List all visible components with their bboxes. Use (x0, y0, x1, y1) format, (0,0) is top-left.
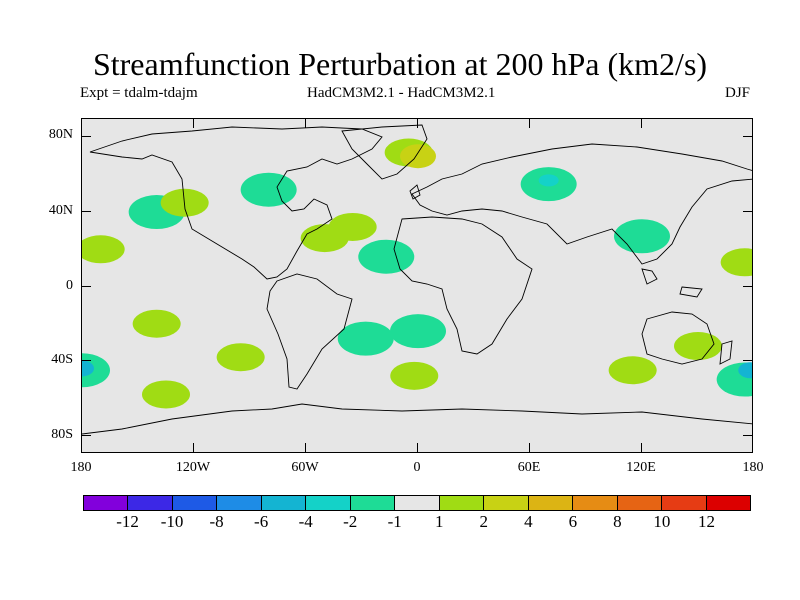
model-label: HadCM3M2.1 - HadCM3M2.1 (307, 85, 496, 101)
colorbar-label: -4 (298, 512, 313, 531)
colorbar-swatch (662, 496, 707, 510)
lon-tick (305, 443, 306, 453)
coastline-australia (641, 311, 715, 365)
world-map (81, 118, 753, 453)
colorbar-label: 8 (613, 512, 622, 531)
lon-tick (193, 443, 194, 453)
lon-label-120e: 120E (626, 460, 656, 475)
anomaly-blob (216, 343, 265, 372)
colorbar-label: -2 (343, 512, 358, 531)
colorbar-label: -10 (160, 512, 184, 531)
lat-tick (81, 435, 91, 436)
anomaly-blob (390, 361, 439, 390)
lat-tick (743, 136, 753, 137)
colorbar-label: 12 (697, 512, 715, 531)
colorbar-label: 10 (653, 512, 671, 531)
lat-tick (81, 360, 91, 361)
coastlines (82, 124, 752, 435)
lat-tick (81, 136, 91, 137)
colorbar-swatch (395, 496, 440, 510)
colorbar-swatch (484, 496, 529, 510)
lat-tick (743, 360, 753, 361)
anomaly-blob (82, 353, 110, 388)
lon-label-120w: 120W (175, 460, 211, 475)
lat-tick (81, 211, 91, 212)
anomaly-layer (82, 138, 752, 409)
coastline-islands (409, 184, 733, 365)
lon-tick (641, 118, 642, 128)
lat-tick (743, 286, 753, 287)
experiment-label: Expt = tdalm-tdajm (80, 85, 198, 101)
colorbar-swatch (706, 496, 751, 510)
anomaly-blob (82, 235, 125, 264)
coastline-south-america (266, 273, 353, 390)
lon-tick (305, 118, 306, 128)
lat-tick (743, 435, 753, 436)
coastline-north-america (89, 126, 383, 280)
coastline-eurasia (411, 143, 752, 265)
anomaly-blob (328, 212, 377, 241)
colorbar-label: 1 (435, 512, 444, 531)
anomaly-blob (400, 144, 436, 169)
anomaly-blob (240, 172, 297, 207)
lon-label-180e: 180 (742, 460, 764, 475)
colorbar-label: 2 (479, 512, 489, 531)
anomaly-blob (614, 219, 670, 254)
colorbar-swatch (573, 496, 618, 510)
colorbar-label: 4 (524, 512, 533, 531)
colorbar-swatch (128, 496, 173, 510)
anomaly-blob (538, 174, 559, 187)
colorbar-label: -6 (254, 512, 269, 531)
lat-label-40n: 40N (48, 203, 73, 218)
lon-tick (641, 443, 642, 453)
colorbar-swatch (261, 496, 307, 510)
lon-tick (417, 443, 418, 453)
coastline-antarctica (82, 403, 752, 435)
lat-label-eq: 0 (66, 278, 73, 293)
anomaly-blob (674, 332, 722, 361)
lon-tick (529, 118, 530, 128)
lat-tick (81, 286, 91, 287)
anomaly-blob (738, 362, 752, 379)
colorbar-label: -12 (116, 512, 139, 531)
colorbar-label: -8 (209, 512, 224, 531)
anomaly-blob (132, 309, 181, 338)
anomaly-blob (608, 356, 657, 385)
anomaly-blob (82, 360, 94, 377)
plot-title: Streamfunction Perturbation at 200 hPa (… (92, 46, 708, 82)
lat-label-40s: 40S (51, 352, 73, 367)
lon-tick (529, 443, 530, 453)
anomaly-blob (358, 239, 415, 274)
colorbar-swatch (439, 496, 485, 510)
coastline-greenland (341, 124, 428, 180)
colorbar (83, 495, 751, 511)
anomaly-blob (720, 248, 752, 277)
lon-label-180w: 180 (70, 460, 92, 475)
colorbar-swatch (217, 496, 262, 510)
lon-label-60w: 60W (291, 460, 319, 475)
colorbar-label: 6 (568, 512, 578, 531)
lon-tick (417, 118, 418, 128)
colorbar-swatch (84, 496, 129, 510)
lon-label-0: 0 (413, 460, 421, 475)
colorbar-swatch (350, 496, 396, 510)
coastline-africa (393, 216, 533, 355)
lon-tick (193, 118, 194, 128)
colorbar-swatch (528, 496, 574, 510)
lat-tick (743, 211, 753, 212)
season-label: DJF (725, 85, 751, 101)
map-canvas (82, 119, 752, 452)
colorbar-swatch (172, 496, 218, 510)
anomaly-blob (337, 321, 394, 356)
colorbar-swatch (617, 496, 663, 510)
colorbar-swatch (306, 496, 351, 510)
colorbar-label: -1 (387, 512, 402, 531)
anomaly-blob (390, 314, 446, 349)
lat-label-80s: 80S (51, 427, 73, 442)
lon-label-60e: 60E (517, 460, 541, 475)
anomaly-blob (142, 380, 190, 409)
map-background (82, 119, 752, 452)
lat-label-80n: 80N (48, 127, 73, 142)
